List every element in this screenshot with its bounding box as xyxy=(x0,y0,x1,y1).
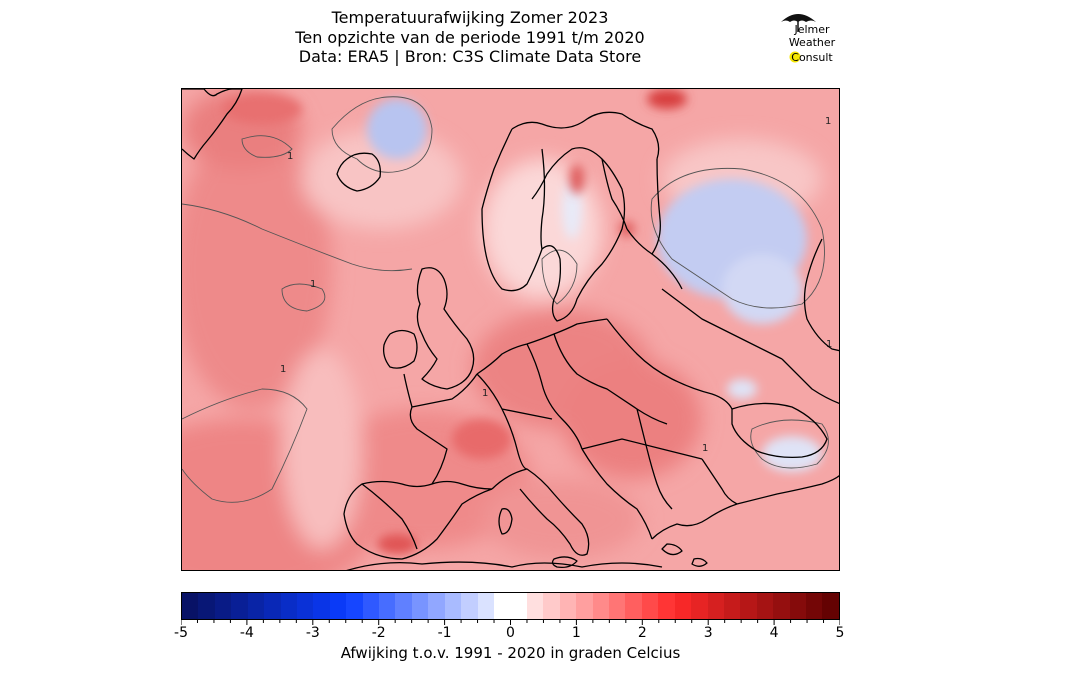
colorbar-segment xyxy=(247,593,265,619)
colorbar-tick-label: -3 xyxy=(305,625,320,641)
colorbar-segment xyxy=(296,593,314,619)
colorbar-segment xyxy=(559,593,577,619)
contour-label: 1 xyxy=(280,364,286,375)
colorbar-ticks xyxy=(181,620,840,625)
colorbar-segment xyxy=(789,593,807,619)
colorbar-segment xyxy=(461,593,478,619)
colorbar-segment xyxy=(773,593,790,619)
contour-label: 1 xyxy=(287,151,293,162)
colorbar-segment xyxy=(822,593,839,619)
colorbar-tick-label: -1 xyxy=(437,625,452,641)
colorbar-tick-label: 4 xyxy=(769,625,779,641)
logo-line-2: Weather xyxy=(788,36,836,49)
colorbar-segment xyxy=(756,593,774,619)
colorbar-tick-label: 3 xyxy=(703,625,713,641)
colorbar-segment xyxy=(280,593,297,619)
colorbar-tick-label: -2 xyxy=(371,625,386,641)
colorbar-segment xyxy=(329,593,347,619)
colorbar-segment xyxy=(444,593,462,619)
temperature-anomaly-map: 1 1 1 1 1 1 1 xyxy=(181,88,840,571)
colorbar-segment xyxy=(428,593,445,619)
anomaly-contours xyxy=(182,96,829,503)
colorbar-segment xyxy=(658,593,675,619)
contour-label: 1 xyxy=(482,388,488,399)
contour-label: 1 xyxy=(310,279,316,290)
colorbar-segment xyxy=(494,593,511,619)
negative-anomaly-areas xyxy=(367,99,822,472)
colorbar-segment xyxy=(608,593,626,619)
colorbar-segment xyxy=(182,593,199,619)
colorbar-segment xyxy=(411,593,429,619)
colorbar-segment xyxy=(707,593,724,619)
map-canvas: 1 1 1 1 1 1 1 xyxy=(182,89,839,570)
colorbar-segment xyxy=(723,593,741,619)
colorbar-segment xyxy=(379,593,396,619)
umbrella-sun-icon xyxy=(781,14,816,63)
map-subtitle-period: Ten opzichte van de periode 1991 t/m 202… xyxy=(295,27,645,47)
colorbar-segment xyxy=(526,593,544,619)
colorbar-segment xyxy=(346,593,363,619)
colorbar-segment xyxy=(592,593,609,619)
colorbar-segment xyxy=(806,593,823,619)
colorbar-segment xyxy=(674,593,692,619)
colorbar-segment xyxy=(313,593,330,619)
contour-label: 1 xyxy=(826,339,832,350)
map-subtitle-source: Data: ERA5 | Bron: C3S Climate Data Stor… xyxy=(298,47,642,66)
colorbar-segment xyxy=(543,593,560,619)
colorbar xyxy=(181,592,840,620)
colorbar-segment xyxy=(231,593,248,619)
colorbar-segment xyxy=(477,593,495,619)
strong-positive-anomaly-areas xyxy=(222,89,687,554)
logo-line-1: Jelmer xyxy=(794,23,830,36)
colorbar-segment xyxy=(691,593,708,619)
logo-line-3: Consult xyxy=(791,51,833,64)
colorbar-segment xyxy=(362,593,380,619)
coastlines-and-borders xyxy=(182,89,839,570)
colorbar-segment xyxy=(214,593,232,619)
colorbar-segment xyxy=(740,593,757,619)
colorbar-segment xyxy=(625,593,642,619)
contour-label: 1 xyxy=(702,443,708,454)
colorbar-tick-label: -5 xyxy=(174,625,188,641)
map-title: Temperatuurafwijking Zomer 2023 xyxy=(331,8,609,27)
colorbar-tick-label: 5 xyxy=(835,625,845,641)
colorbar-tick-label: -4 xyxy=(239,625,254,641)
colorbar-segment xyxy=(576,593,593,619)
contour-label: 1 xyxy=(825,116,831,127)
colorbar-label: Afwijking t.o.v. 1991 - 2020 in graden C… xyxy=(340,644,681,662)
colorbar-tick-label: 2 xyxy=(637,625,647,641)
colorbar-tick-label: 1 xyxy=(571,625,581,641)
map-title-block: Temperatuurafwijking Zomer 2023 Ten opzi… xyxy=(180,8,760,67)
colorbar-segment xyxy=(395,593,412,619)
colorbar-segment xyxy=(641,593,659,619)
colorbar-segment xyxy=(264,593,281,619)
colorbar-tick-label: 0 xyxy=(506,625,515,641)
colorbar-segment xyxy=(198,593,215,619)
colorbar-segment xyxy=(510,593,527,619)
